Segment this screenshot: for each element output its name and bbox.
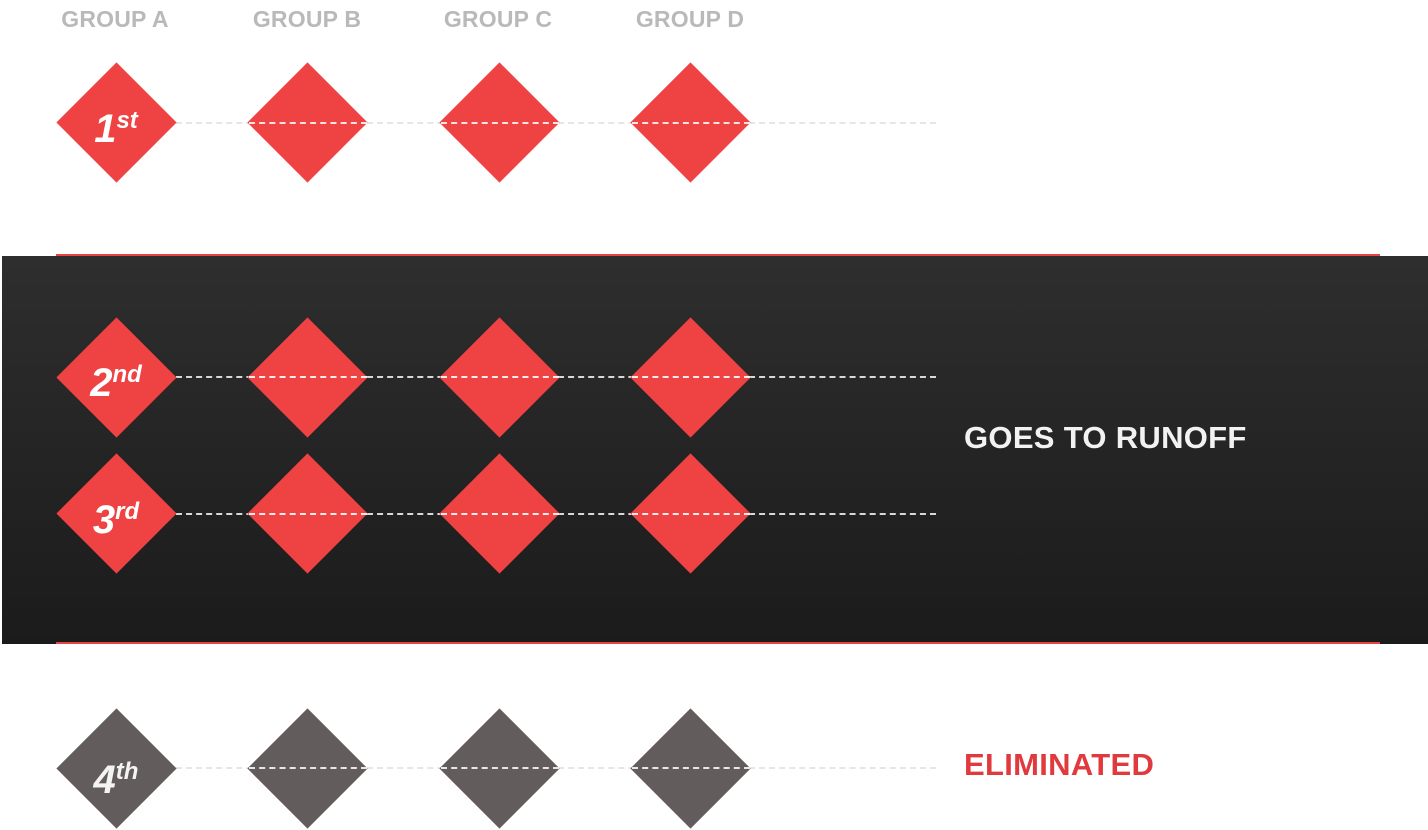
row-2-group-d-through-line <box>632 376 750 378</box>
row-2-group-b-through-line <box>249 376 367 378</box>
row-1-group-c-through-line <box>441 122 559 124</box>
group-header-a: GROUP A <box>61 6 169 32</box>
rank-suffix: rd <box>115 498 140 525</box>
rank-label-3rd: 3rd <box>56 492 176 540</box>
eliminated-label: ELIMINATED <box>964 747 1155 782</box>
group-header-c: GROUP C <box>443 6 553 32</box>
group-header-d: GROUP D <box>635 6 745 32</box>
row-1-group-d-through-line <box>632 122 750 124</box>
row-3-group-c-through-line <box>441 513 559 515</box>
rank-label-1st: 1st <box>56 101 176 149</box>
group-header-b: GROUP B <box>252 6 362 32</box>
rank-label-2nd: 2nd <box>56 355 176 403</box>
runoff-band-bottom-rule <box>56 642 1380 644</box>
rank-number: 2 <box>90 361 113 405</box>
goes-to-runoff-label: GOES TO RUNOFF <box>964 420 1247 455</box>
rank-number: 3 <box>92 498 116 542</box>
rank-number: 4 <box>93 758 116 802</box>
rank-label-4th: 4th <box>56 752 176 800</box>
row-4-group-d-through-line <box>632 767 750 769</box>
runoff-band <box>2 256 1428 644</box>
rank-suffix: st <box>116 107 138 134</box>
row-3-group-d-through-line <box>632 513 750 515</box>
row-3-group-b-through-line <box>249 513 367 515</box>
row-4-group-c-through-line <box>441 767 559 769</box>
runoff-band-top-rule <box>56 254 1380 256</box>
row-2-group-c-through-line <box>441 376 559 378</box>
rank-suffix: nd <box>112 361 142 388</box>
rank-number: 1 <box>94 107 117 151</box>
row-4-group-b-through-line <box>249 767 367 769</box>
rank-suffix: th <box>115 758 139 785</box>
row-1-group-b-through-line <box>249 122 367 124</box>
